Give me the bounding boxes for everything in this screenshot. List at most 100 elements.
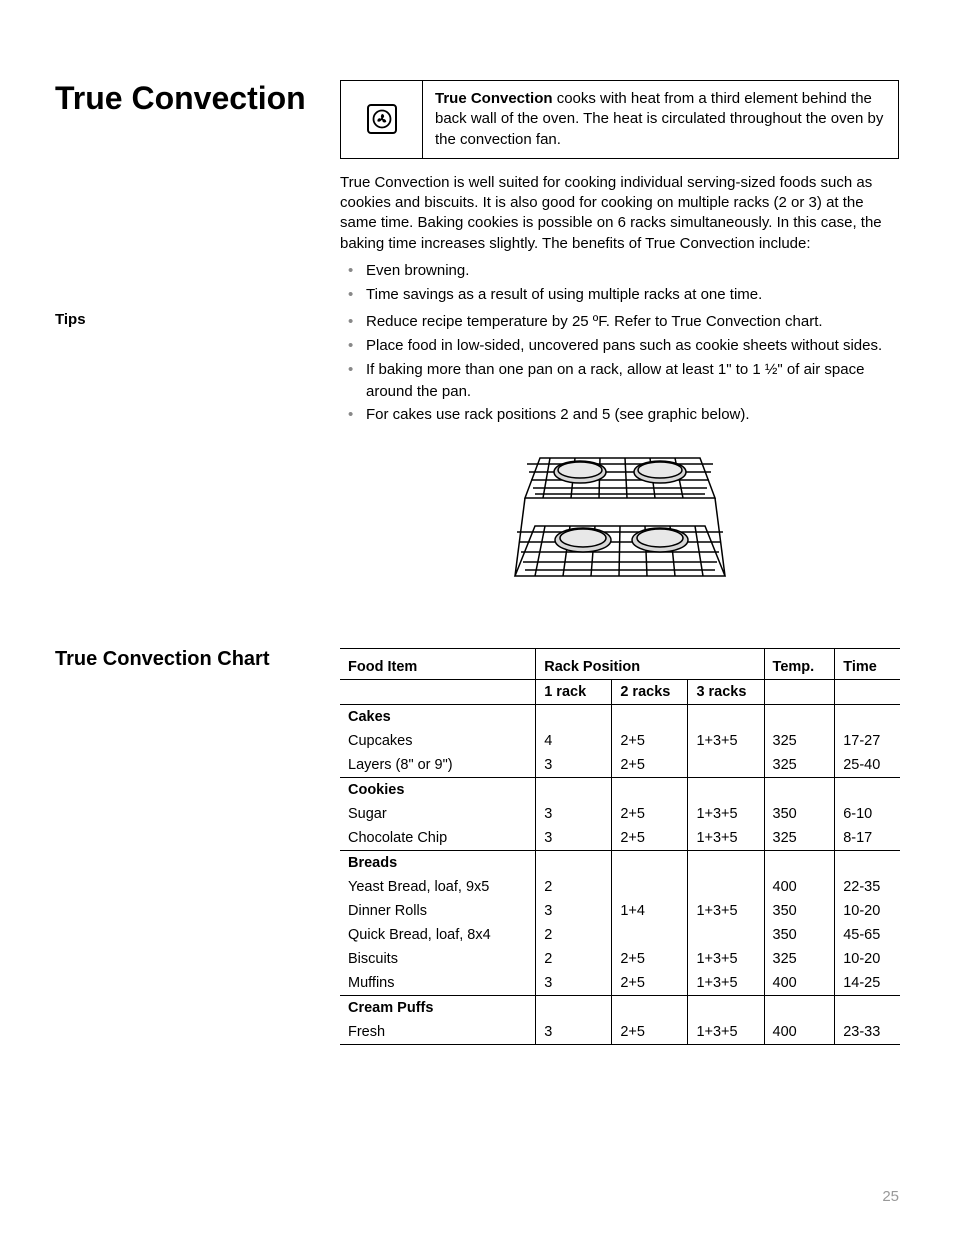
cell-2racks xyxy=(612,875,688,899)
cell-3racks xyxy=(688,923,764,947)
cell-temp: 400 xyxy=(764,875,835,899)
title-column: True Convection xyxy=(55,80,340,125)
cell-time: 10-20 xyxy=(835,899,900,923)
cell-food: Sugar xyxy=(340,802,536,826)
tip-item: Reduce recipe temperature by 25 ºF. Refe… xyxy=(340,311,899,333)
cell-time: 6-10 xyxy=(835,802,900,826)
col-1rack: 1 rack xyxy=(536,680,612,705)
chart-section: True Convection Chart Food Item Rack Pos… xyxy=(55,648,899,1045)
cell-1rack: 3 xyxy=(536,753,612,778)
cell-food: Layers (8" or 9") xyxy=(340,753,536,778)
col-temp-blank xyxy=(764,680,835,705)
cell-food: Cupcakes xyxy=(340,729,536,753)
cell-2racks: 2+5 xyxy=(612,826,688,851)
cell-2racks: 2+5 xyxy=(612,947,688,971)
cell-temp: 400 xyxy=(764,971,835,996)
cell-food: Dinner Rolls xyxy=(340,899,536,923)
col-2racks: 2 racks xyxy=(612,680,688,705)
cell-2racks xyxy=(612,923,688,947)
table-row: Dinner Rolls31+41+3+535010-20 xyxy=(340,899,900,923)
table-group-header: Cream Puffs xyxy=(340,996,900,1021)
chart-column: Food Item Rack Position Temp. Time 1 rac… xyxy=(340,648,900,1045)
table-row: Biscuits22+51+3+532510-20 xyxy=(340,947,900,971)
cell-time: 25-40 xyxy=(835,753,900,778)
tips-content: Reduce recipe temperature by 25 ºF. Refe… xyxy=(340,307,899,618)
chart-title-column: True Convection Chart xyxy=(55,648,340,671)
cell-1rack: 3 xyxy=(536,899,612,923)
table-row: Yeast Bread, loaf, 9x52 40022-35 xyxy=(340,875,900,899)
cell-time: 23-33 xyxy=(835,1020,900,1045)
cell-time: 10-20 xyxy=(835,947,900,971)
table-row: Fresh32+51+3+540023-33 xyxy=(340,1020,900,1045)
intro-icon-cell xyxy=(341,81,423,158)
tips-row: Tips Reduce recipe temperature by 25 ºF.… xyxy=(55,307,899,618)
col-food: Food Item xyxy=(340,649,536,680)
table-group-header: Cookies xyxy=(340,778,900,803)
body-paragraph: True Convection is well suited for cooki… xyxy=(340,173,899,254)
group-name: Cakes xyxy=(340,705,536,730)
cell-2racks: 2+5 xyxy=(612,802,688,826)
cell-3racks: 1+3+5 xyxy=(688,899,764,923)
col-time: Time xyxy=(835,649,900,680)
group-name: Cookies xyxy=(340,778,536,803)
tips-label-column: Tips xyxy=(55,307,340,328)
group-name: Breads xyxy=(340,851,536,876)
benefit-item: Time savings as a result of using multip… xyxy=(340,284,899,306)
cell-3racks xyxy=(688,875,764,899)
cell-3racks: 1+3+5 xyxy=(688,947,764,971)
col-time-blank xyxy=(835,680,900,705)
intro-bold-lead: True Convection xyxy=(435,90,553,107)
col-temp: Temp. xyxy=(764,649,835,680)
intro-text: True Convection cooks with heat from a t… xyxy=(423,81,898,158)
cell-1rack: 2 xyxy=(536,875,612,899)
tip-item: If baking more than one pan on a rack, a… xyxy=(340,359,899,403)
convection-icon xyxy=(367,104,397,134)
cell-temp: 325 xyxy=(764,729,835,753)
cell-food: Biscuits xyxy=(340,947,536,971)
cell-2racks: 2+5 xyxy=(612,753,688,778)
table-row: Cupcakes42+51+3+532517-27 xyxy=(340,729,900,753)
cell-3racks: 1+3+5 xyxy=(688,729,764,753)
cell-1rack: 4 xyxy=(536,729,612,753)
table-row: Chocolate Chip32+51+3+53258-17 xyxy=(340,826,900,851)
cell-temp: 350 xyxy=(764,923,835,947)
convection-chart-table: Food Item Rack Position Temp. Time 1 rac… xyxy=(340,648,900,1045)
table-header-row-2: 1 rack 2 racks 3 racks xyxy=(340,680,900,705)
tip-item: For cakes use rack positions 2 and 5 (se… xyxy=(340,404,899,426)
cell-time: 8-17 xyxy=(835,826,900,851)
col-3racks: 3 racks xyxy=(688,680,764,705)
cell-3racks: 1+3+5 xyxy=(688,1020,764,1045)
table-row: Quick Bread, loaf, 8x42 35045-65 xyxy=(340,923,900,947)
header-row: True Convection xyxy=(55,80,899,307)
cell-3racks: 1+3+5 xyxy=(688,971,764,996)
cell-2racks: 2+5 xyxy=(612,1020,688,1045)
page-number: 25 xyxy=(882,1188,899,1205)
cell-food: Muffins xyxy=(340,971,536,996)
table-header-row-1: Food Item Rack Position Temp. Time xyxy=(340,649,900,680)
cell-time: 17-27 xyxy=(835,729,900,753)
cell-time: 22-35 xyxy=(835,875,900,899)
cell-food: Fresh xyxy=(340,1020,536,1045)
cell-2racks: 2+5 xyxy=(612,729,688,753)
group-name: Cream Puffs xyxy=(340,996,536,1021)
benefits-list: Even browning. Time savings as a result … xyxy=(340,260,899,306)
cell-3racks: 1+3+5 xyxy=(688,802,764,826)
cell-food: Yeast Bread, loaf, 9x5 xyxy=(340,875,536,899)
cell-1rack: 2 xyxy=(536,923,612,947)
table-row: Sugar32+51+3+53506-10 xyxy=(340,802,900,826)
table-row: Layers (8" or 9")32+5 32525-40 xyxy=(340,753,900,778)
page: True Convection xyxy=(0,0,954,1235)
cell-1rack: 2 xyxy=(536,947,612,971)
intro-column: True Convection cooks with heat from a t… xyxy=(340,80,899,307)
cell-temp: 350 xyxy=(764,899,835,923)
oven-rack-illustration xyxy=(505,448,735,608)
cell-food: Quick Bread, loaf, 8x4 xyxy=(340,923,536,947)
chart-title: True Convection Chart xyxy=(55,648,320,671)
benefit-item: Even browning. xyxy=(340,260,899,282)
cell-time: 45-65 xyxy=(835,923,900,947)
table-group-header: Cakes xyxy=(340,705,900,730)
cell-temp: 350 xyxy=(764,802,835,826)
cell-temp: 325 xyxy=(764,753,835,778)
cell-1rack: 3 xyxy=(536,826,612,851)
cell-1rack: 3 xyxy=(536,971,612,996)
